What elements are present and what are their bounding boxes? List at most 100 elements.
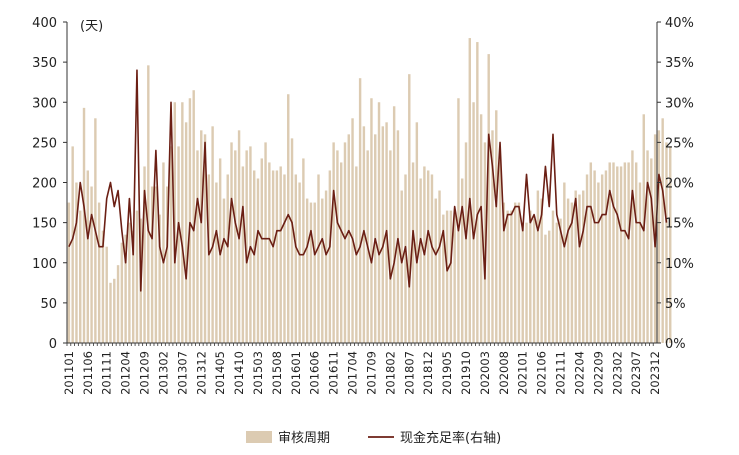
bar (116, 265, 120, 343)
bar (381, 126, 385, 343)
bar (82, 107, 86, 344)
bar (120, 242, 124, 343)
y-right-ticks: 0% 5% 10% 15% 20% 25% 30% 35% 40% (657, 16, 694, 352)
y-right-tick-label: 0% (665, 337, 686, 352)
bar (131, 230, 135, 343)
y-right-tick-label: 10% (665, 257, 694, 272)
bar-series (67, 38, 672, 344)
bar (487, 54, 490, 343)
x-tick-label: 201905 (440, 351, 454, 395)
x-tick-label: 201302 (156, 351, 170, 395)
x-tick-label: 202302 (610, 351, 624, 395)
bar (495, 110, 498, 343)
y-left-tick-label: 50 (40, 297, 57, 312)
bar (203, 134, 207, 343)
bar (638, 182, 642, 343)
bar (169, 146, 173, 343)
x-tick-label: 202312 (648, 351, 662, 395)
bar (162, 162, 165, 343)
bar (362, 126, 366, 343)
bar (589, 162, 593, 343)
bar (211, 126, 214, 343)
bar (392, 106, 396, 343)
bar (574, 190, 577, 343)
bar (510, 210, 513, 343)
bar (559, 218, 562, 343)
bar (612, 162, 615, 343)
y-right-tick-label: 40% (665, 16, 694, 31)
bar (177, 146, 180, 343)
x-ticks: 201101 201106 201111 201204 201209 201302 2013… (62, 343, 662, 395)
bar (101, 230, 105, 343)
bar (506, 210, 509, 343)
bar (339, 162, 343, 343)
bar (143, 166, 146, 343)
bar (147, 65, 150, 343)
bar (491, 130, 494, 343)
bar (548, 230, 551, 343)
bar (271, 170, 275, 343)
bar (173, 102, 176, 343)
bar (457, 98, 460, 344)
bar (502, 202, 506, 343)
bar (90, 186, 93, 343)
x-tick-label: 201209 (138, 351, 152, 395)
bar (75, 182, 78, 343)
bar (268, 162, 271, 343)
x-tick-label: 201111 (100, 351, 114, 395)
bar (646, 150, 649, 343)
x-tick-label: 201204 (119, 351, 133, 395)
y-left-tick-label: 350 (32, 56, 57, 71)
bar (616, 166, 619, 343)
x-tick-label: 202111 (554, 351, 568, 395)
bar (249, 146, 252, 343)
bar (332, 142, 335, 344)
bar (570, 202, 574, 343)
bar (585, 174, 589, 343)
bar (408, 74, 411, 343)
bar (665, 142, 668, 344)
bar (400, 190, 403, 343)
y-left-tick-label: 300 (32, 96, 57, 111)
bar (608, 162, 611, 343)
bar (544, 234, 547, 343)
bar (389, 150, 392, 343)
y-left-ticks: 0 50 100 150 200 250 300 350 400 (32, 16, 67, 352)
bar (313, 202, 316, 343)
legend-label-line: 现金充足率(右轴) (400, 430, 501, 446)
bar (582, 190, 585, 343)
bar (241, 166, 245, 343)
x-tick-label: 202307 (629, 351, 643, 395)
bar (442, 214, 445, 343)
y-left-tick-label: 400 (32, 16, 57, 31)
bar (597, 182, 600, 343)
bar (324, 190, 328, 343)
bar (124, 234, 127, 343)
y-left-tick-label: 250 (32, 136, 57, 151)
bar (540, 198, 543, 343)
y-right-tick-label: 15% (665, 217, 694, 232)
x-tick-label: 201709 (364, 351, 378, 395)
bar (468, 38, 471, 344)
bar (264, 142, 267, 344)
bar (461, 178, 464, 343)
bar (200, 130, 203, 343)
bar (298, 182, 301, 343)
x-tick-label: 202008 (497, 351, 511, 395)
bar (619, 166, 623, 343)
bar (578, 194, 581, 343)
bar (563, 182, 566, 343)
bar (154, 186, 158, 343)
bar (434, 198, 437, 343)
bar (377, 102, 381, 343)
bar (472, 102, 475, 343)
bar (245, 150, 248, 343)
x-tick-label: 201410 (232, 351, 246, 395)
bar (358, 78, 362, 344)
bar (196, 150, 199, 343)
y-right-tick-label: 35% (665, 56, 694, 71)
y-left-tick-label: 100 (32, 257, 57, 272)
bar (222, 198, 226, 343)
line-series (68, 69, 668, 292)
x-tick-label: 201802 (383, 351, 397, 395)
